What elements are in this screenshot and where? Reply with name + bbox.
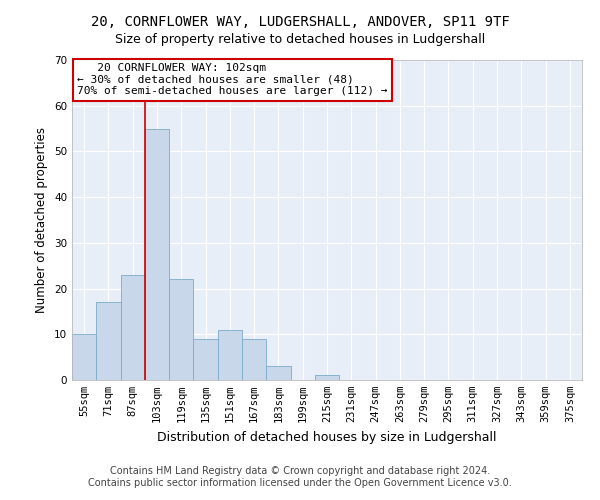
- Bar: [193, 339, 218, 380]
- Bar: [121, 275, 145, 380]
- Bar: [72, 334, 96, 380]
- Bar: [242, 339, 266, 380]
- Bar: [218, 330, 242, 380]
- X-axis label: Distribution of detached houses by size in Ludgershall: Distribution of detached houses by size …: [157, 430, 497, 444]
- Bar: [145, 128, 169, 380]
- Bar: [266, 366, 290, 380]
- Text: Contains HM Land Registry data © Crown copyright and database right 2024.
Contai: Contains HM Land Registry data © Crown c…: [88, 466, 512, 487]
- Bar: [315, 376, 339, 380]
- Text: 20 CORNFLOWER WAY: 102sqm
← 30% of detached houses are smaller (48)
70% of semi-: 20 CORNFLOWER WAY: 102sqm ← 30% of detac…: [77, 63, 388, 96]
- Text: 20, CORNFLOWER WAY, LUDGERSHALL, ANDOVER, SP11 9TF: 20, CORNFLOWER WAY, LUDGERSHALL, ANDOVER…: [91, 15, 509, 29]
- Text: Size of property relative to detached houses in Ludgershall: Size of property relative to detached ho…: [115, 32, 485, 46]
- Y-axis label: Number of detached properties: Number of detached properties: [35, 127, 49, 313]
- Bar: [169, 280, 193, 380]
- Bar: [96, 302, 121, 380]
